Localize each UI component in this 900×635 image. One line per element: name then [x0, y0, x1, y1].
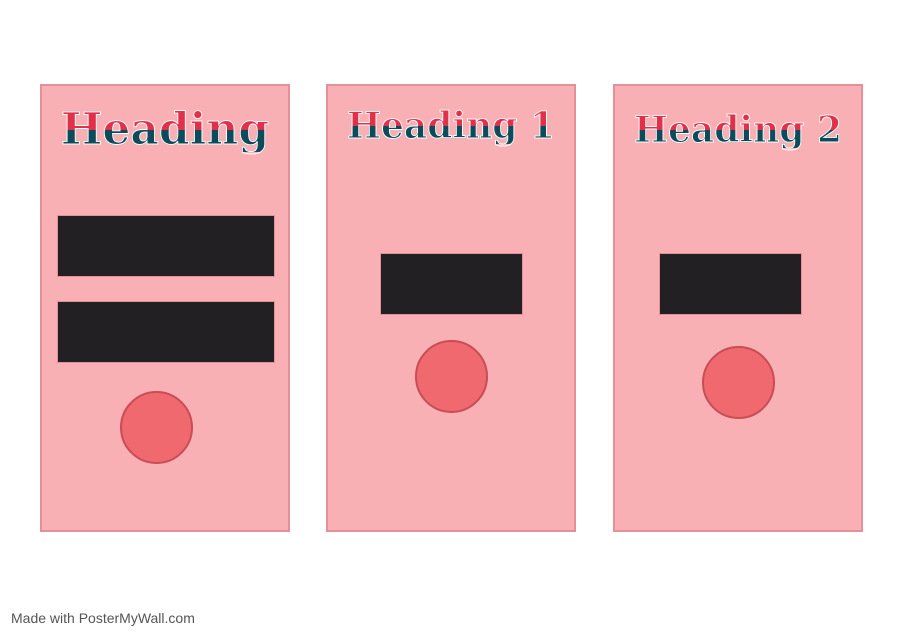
card-3: Heading 2: [613, 84, 863, 532]
card-1-black-block-1: [57, 215, 275, 277]
card-3-circle: [702, 346, 775, 419]
card-1-heading: Heading: [42, 107, 288, 152]
card-3-black-block: [659, 253, 802, 315]
footer-credit: Made with PosterMyWall.com: [11, 610, 195, 626]
card-2: Heading 1: [326, 84, 576, 532]
card-1-black-block-2: [57, 301, 275, 363]
card-2-circle: [415, 340, 488, 413]
card-2-heading: Heading 1: [328, 108, 574, 145]
card-2-black-block: [380, 253, 523, 315]
card-1-circle: [120, 391, 193, 464]
card-1: Heading: [40, 84, 290, 532]
card-3-heading: Heading 2: [615, 112, 861, 149]
